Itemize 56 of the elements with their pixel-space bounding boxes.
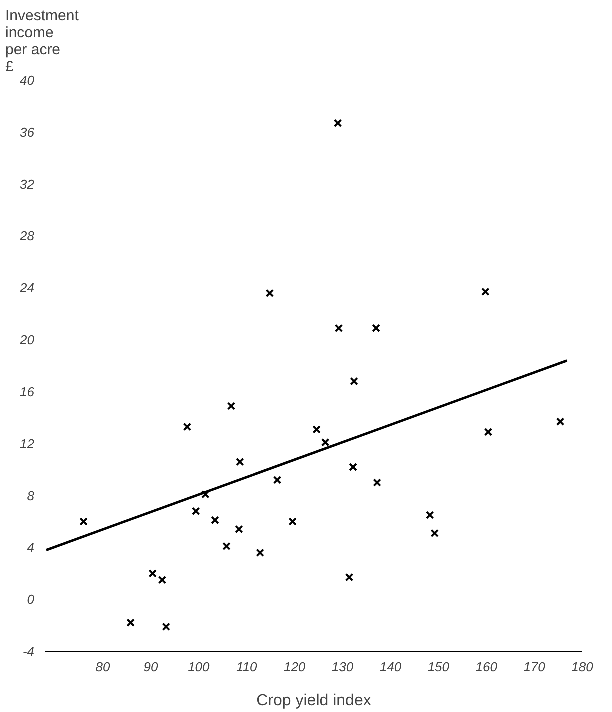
y-tick-label: 0	[27, 592, 36, 608]
x-tick-label: 170	[524, 660, 546, 674]
point	[312, 425, 322, 434]
x-axis-title: Crop yield index	[256, 692, 372, 710]
point	[148, 569, 158, 578]
point	[158, 576, 167, 584]
y-tick-label: 16	[20, 384, 36, 400]
y-tick-label: 24	[19, 280, 35, 296]
x-tick-label: 80	[96, 660, 112, 674]
point	[192, 507, 200, 516]
y-tick-label: 36	[20, 124, 36, 140]
x-tick-label: 150	[428, 660, 450, 674]
point	[288, 518, 298, 526]
point	[183, 422, 192, 432]
y-axis-title: Investment income per acre £	[6, 8, 80, 76]
point	[227, 402, 236, 410]
point	[235, 525, 244, 534]
point	[236, 458, 244, 466]
point	[201, 490, 210, 499]
y-tick-label: 4	[27, 540, 35, 556]
x-tick-label: 160	[476, 660, 498, 674]
y-tick-label: 8	[27, 488, 36, 504]
x-tick-label: 120	[284, 660, 306, 674]
y-tick-label: 32	[20, 176, 36, 192]
y-tick-label: 40	[20, 73, 36, 88]
y-tick-label: 28	[19, 228, 36, 244]
x-tick-label: 130	[332, 660, 354, 674]
point	[426, 511, 434, 520]
point	[80, 518, 88, 526]
point	[350, 377, 358, 386]
point	[334, 324, 344, 333]
point	[273, 476, 282, 484]
x-tick-label: 110	[236, 660, 258, 674]
x-tick-label: 100	[188, 660, 211, 674]
point	[484, 428, 493, 436]
x-tick-label: 180	[572, 660, 594, 674]
point	[222, 542, 231, 551]
point	[556, 418, 565, 426]
point	[162, 622, 171, 632]
point	[481, 288, 490, 296]
point	[266, 289, 274, 298]
y-tick-label: -4	[22, 644, 35, 659]
point	[430, 529, 440, 538]
point	[321, 438, 330, 447]
point	[256, 548, 264, 558]
point	[126, 618, 136, 628]
x-tick-label: 90	[144, 660, 159, 674]
y-tick-label: 12	[20, 436, 36, 452]
x-tick-label: 140	[380, 660, 402, 674]
y-tick-label: 20	[19, 332, 36, 348]
point	[372, 324, 381, 333]
point	[345, 573, 354, 582]
point	[211, 516, 220, 525]
point	[334, 119, 342, 128]
point	[349, 463, 358, 472]
point	[373, 478, 382, 487]
